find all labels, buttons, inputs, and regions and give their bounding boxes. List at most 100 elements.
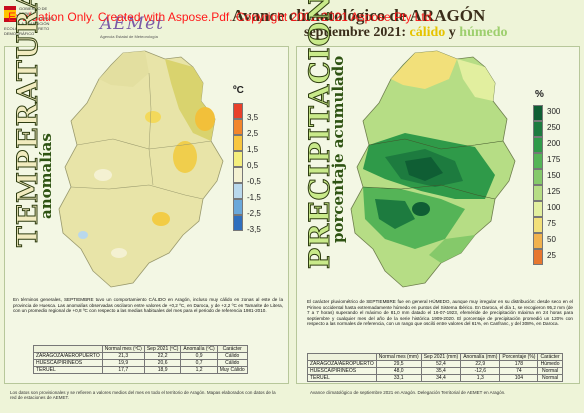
precipitation-legend-label: 25 — [547, 251, 556, 260]
temperature-table-cell: Cálido — [216, 352, 248, 360]
table-row: ZARAGOZA/AEROPUERTO 21,3 22,2 0,9 Cálido — [33, 352, 248, 360]
page-subtitle: septiembre 2021: cálido y húmedo — [304, 25, 508, 41]
temperature-legend-label: 3,5 — [247, 113, 259, 122]
temperature-table-header-cell: Anomalía (ºC) — [180, 345, 218, 353]
precipitation-table-header-cell: Normal mes (mm) — [375, 353, 422, 361]
title-month: septiembre 2021: — [304, 25, 406, 40]
precipitation-legend-unit: % — [535, 89, 544, 100]
precipitation-table-cell: 52,4 — [420, 360, 462, 368]
title-y: y — [448, 25, 456, 40]
temperature-legend-swatch — [233, 183, 243, 199]
precipitation-table-header-cell: Porcentaje (%) — [499, 353, 539, 361]
precipitation-table-cell: 33,1 — [375, 374, 422, 382]
precipitation-data-table: Normal mes (mm) Sep 2021 (mm) Anomalía (mm… — [307, 353, 563, 382]
temperature-table-header-cell: Sep 2021 (ºC) — [143, 345, 182, 353]
temperature-table-cell: 20,6 — [143, 359, 182, 367]
temperature-legend-swatch — [233, 151, 243, 167]
precipitation-table-cell: 48,0 — [375, 367, 422, 375]
precipitation-panel: PRECIPITACIONES porcentaje acumulado % 3… — [296, 0, 580, 384]
temperature-legend-swatch — [233, 119, 243, 135]
temperature-legend-swatch — [233, 199, 243, 215]
precipitation-table-cell: 22,9 — [460, 360, 501, 368]
temperature-legend-label: -0,5 — [247, 177, 261, 186]
temperature-table-cell: 17,7 — [101, 366, 145, 374]
title-calido: cálido — [409, 25, 446, 40]
aemet-logo: AEMet Agencia Estatal de Meteorología — [100, 14, 164, 42]
precipitation-table-cell: HUESCA/PIRINEOS — [307, 367, 377, 375]
page-title: Avance climatológico de ARAGÓN — [232, 6, 486, 25]
precipitation-legend-swatch — [533, 137, 543, 153]
temperature-table-cell: HUESCA/PIRINEOS — [33, 359, 103, 367]
precipitation-legend-swatch — [533, 249, 543, 265]
temperature-legend: ºC 3,5 2,5 1,5 0,5 -0,5 -1,5 -2,5 -3,5 — [233, 85, 283, 265]
precipitation-legend-swatch — [533, 185, 543, 201]
precipitation-legend-label: 150 — [547, 171, 561, 180]
table-row: HUESCA/PIRINEOS 48,0 35,4 -12,6 74 Normal — [307, 367, 563, 375]
temperature-table-cell: 19,9 — [101, 359, 145, 367]
temperature-footer-note: Los datos son provisionales y se refiere… — [10, 390, 276, 400]
precipitation-table-header-cell: Carácter — [537, 353, 563, 361]
precipitation-legend-swatch — [533, 105, 543, 121]
temperature-table-cell: TERUEL — [33, 366, 103, 374]
precipitation-table-header: Normal mes (mm) Sep 2021 (mm) Anomalía (mm… — [307, 353, 563, 361]
precipitation-table-cell: ZARAGOZA/AEROPUERTO — [307, 360, 377, 368]
precipitation-table-cell: 104 — [499, 374, 539, 382]
government-logo-text: GOBIERNO DE ESPAÑA · MINISTERIO PARA LA … — [4, 6, 54, 36]
temperature-table-header-cell: Carácter — [216, 345, 248, 353]
temperature-table-header: Normal mes (ºC) Sep 2021 (ºC) Anomalía (ºC… — [33, 345, 248, 353]
temperature-table-cell: 0,9 — [180, 352, 218, 360]
temperature-legend-swatch — [233, 103, 243, 119]
precipitation-table-cell: Húmedo — [537, 360, 563, 368]
precipitation-description: El carácter pluviométrico de SEPTIEMBRE … — [307, 299, 573, 327]
temperature-table-cell: 22,2 — [143, 352, 182, 360]
temperature-table-cell: ZARAGOZA/AEROPUERTO — [33, 352, 103, 360]
temperature-table-cell: Cálido — [216, 359, 248, 367]
precipitation-legend-swatch — [533, 217, 543, 233]
title-humedo: húmedo — [459, 25, 508, 40]
temperature-legend-label: 2,5 — [247, 129, 259, 138]
table-row: ZARAGOZA/AEROPUERTO 29,5 52,4 22,9 178 Húmedo — [307, 360, 563, 368]
temperature-legend-swatch — [233, 167, 243, 183]
temperature-legend-swatch — [233, 135, 243, 151]
temperature-table-cell: 1,2 — [180, 366, 218, 374]
temperature-legend-label: -2,5 — [247, 209, 261, 218]
precipitation-table-cell: 1,3 — [460, 374, 501, 382]
precipitation-legend-swatch — [533, 233, 543, 249]
precipitation-table-cell: 74 — [499, 367, 539, 375]
precipitation-legend-swatch — [533, 121, 543, 137]
temperature-table-cell: 0,7 — [180, 359, 218, 367]
precipitation-percentage-map — [345, 49, 525, 291]
precipitation-table-cell: 29,5 — [375, 360, 422, 368]
precipitation-table-header-cell: Sep 2021 (mm) — [420, 353, 462, 361]
temperature-table-header-cell: Normal mes (ºC) — [101, 345, 145, 353]
precipitation-table-cell: Normal — [537, 374, 563, 382]
precipitation-table-header-cell: Anomalía (mm) — [460, 353, 501, 361]
precipitation-table-header-cell — [307, 353, 377, 361]
precipitation-legend-label: 75 — [547, 219, 556, 228]
precipitation-legend-label: 175 — [547, 155, 561, 164]
aemet-logo-subtitle: Agencia Estatal de Meteorología — [100, 34, 158, 39]
precipitation-table-cell: Normal — [537, 367, 563, 375]
temperature-legend-swatch — [233, 215, 243, 231]
precipitation-legend-swatch — [533, 153, 543, 169]
precipitation-legend-swatch — [533, 169, 543, 185]
government-logo: GOBIERNO DE ESPAÑA · MINISTERIO PARA LA … — [4, 6, 54, 40]
temperature-panel: TEMPERATURAS anomalías ºC 3,5 2,5 1,5 0,5 -0… — [4, 0, 289, 384]
precipitation-table-cell: 34,4 — [420, 374, 462, 382]
temperature-anomaly-map — [53, 49, 233, 291]
precipitation-table-cell: -12,6 — [460, 367, 501, 375]
spain-flag-icon — [4, 6, 16, 22]
page-header: GOBIERNO DE ESPAÑA · MINISTERIO PARA LA … — [0, 0, 584, 44]
table-row: TERUEL 33,1 34,4 1,3 104 Normal — [307, 374, 563, 382]
precipitation-table-cell: TERUEL — [307, 374, 377, 382]
table-row: TERUEL 17,7 18,9 1,2 Muy Cálido — [33, 366, 248, 374]
precipitation-legend-label: 300 — [547, 107, 561, 116]
precipitation-legend-label: 125 — [547, 187, 561, 196]
temperature-legend-label: -1,5 — [247, 193, 261, 202]
temperature-table-cell: 21,3 — [101, 352, 145, 360]
precipitation-footer-note: Avance climatológico de septiembre 2021 … — [310, 390, 506, 395]
precipitation-legend-label: 50 — [547, 235, 556, 244]
precipitation-legend-swatch — [533, 201, 543, 217]
temperature-table-cell: Muy Cálido — [216, 366, 248, 374]
precipitation-table-cell: 178 — [499, 360, 539, 368]
